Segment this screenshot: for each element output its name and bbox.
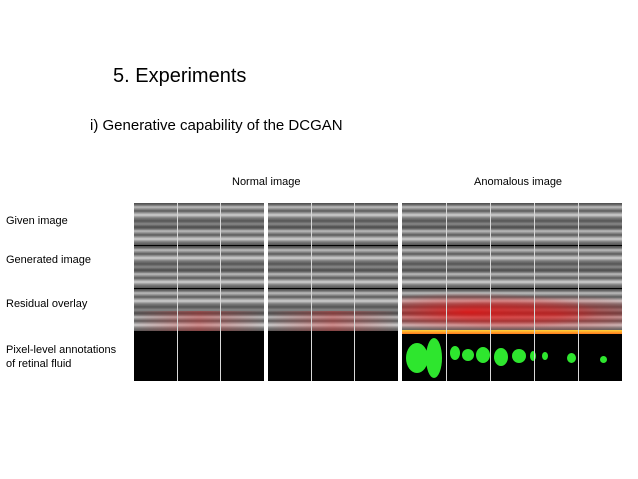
oct-generated-image xyxy=(268,246,398,288)
fluid-region xyxy=(406,343,428,373)
oct-given-image xyxy=(134,203,264,245)
slide-title: 5. Experiments xyxy=(113,65,247,87)
empty-annotation-mask xyxy=(268,332,398,381)
fluid-region xyxy=(600,356,607,363)
fluid-region xyxy=(512,349,526,363)
fluid-region xyxy=(476,347,490,363)
normal-image-label: Normal image xyxy=(232,176,301,188)
anomalous-panel xyxy=(402,203,622,381)
normal-panel-2 xyxy=(268,203,398,381)
oct-given-image xyxy=(268,203,398,245)
fluid-region xyxy=(542,352,548,360)
row-label-annotations: Pixel-level annotations of retinal fluid xyxy=(6,343,116,371)
oct-residual-overlay xyxy=(268,289,398,331)
empty-annotation-mask xyxy=(134,332,264,381)
row-label-residual: Residual overlay xyxy=(6,298,88,310)
fluid-region xyxy=(450,346,460,360)
fluid-region xyxy=(426,338,442,378)
residual-highlight xyxy=(134,311,264,331)
fluid-region xyxy=(567,353,576,363)
layer-boundary-line xyxy=(402,330,622,334)
row-label-given: Given image xyxy=(6,215,68,227)
slide-subtitle: i) Generative capability of the DCGAN xyxy=(90,117,343,134)
anomalous-image-label: Anomalous image xyxy=(474,176,563,188)
residual-highlight xyxy=(268,311,398,331)
oct-given-image xyxy=(402,203,622,245)
residual-anomaly-red xyxy=(402,289,622,331)
row-label-annotations-line2: of retinal fluid xyxy=(6,358,72,370)
fluid-region xyxy=(494,348,508,366)
oct-generated-image xyxy=(402,246,622,288)
fluid-region xyxy=(530,351,536,361)
row-label-generated: Generated image xyxy=(6,254,91,266)
fluid-region xyxy=(462,349,474,361)
oct-residual-overlay xyxy=(134,289,264,331)
oct-generated-image xyxy=(134,246,264,288)
row-label-annotations-line1: Pixel-level annotations xyxy=(6,344,117,356)
normal-panel-1 xyxy=(134,203,264,381)
